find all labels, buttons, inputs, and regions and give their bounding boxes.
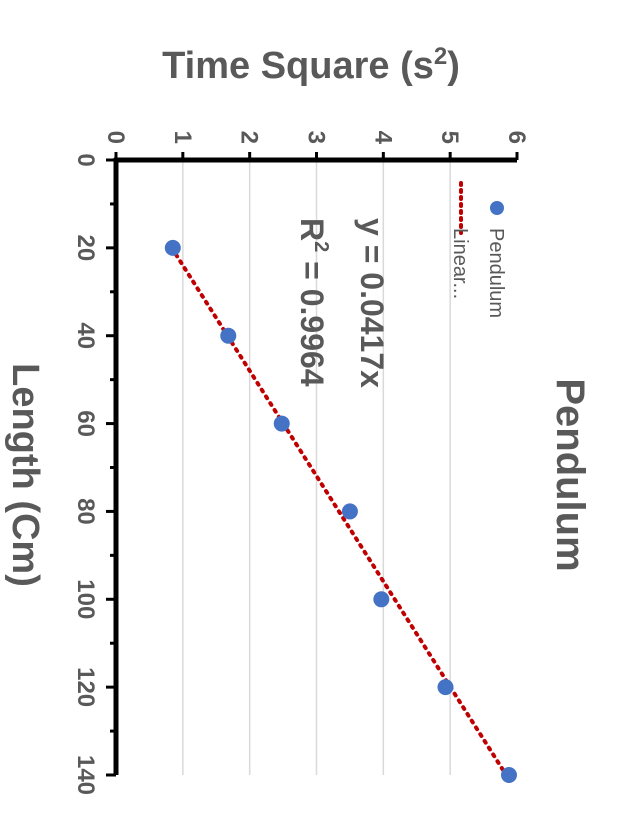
y-tick-label-6: 6 [503,131,530,144]
data-point-60 [273,415,290,432]
x-tick-label-140: 140 [72,755,99,795]
y-axis-title-group: Time Square (s2) [162,43,460,87]
data-point-120 [437,679,454,696]
data-point-80 [341,503,358,520]
x-tick-labels: 0 20 40 60 80 100 120 140 [72,153,99,795]
x-axis-title: Length (Cm) [4,363,46,587]
x-tick-label-40: 40 [72,322,99,349]
trendline-equation: y = 0.0417x [354,218,390,388]
legend-label-linear: Linear... [449,228,471,299]
chart-title: Pendulum [548,378,592,571]
y-tick-label-2: 2 [236,131,263,144]
y-tick-label-3: 3 [303,131,330,144]
y-tick-label-5: 5 [436,131,463,144]
legend-label-pendulum: Pendulum [485,228,507,318]
data-point-40 [220,327,237,344]
y-tick-label-1: 1 [169,131,196,144]
legend-marker-pendulum [490,201,504,215]
data-point-20 [164,239,181,256]
x-tick-label-80: 80 [72,498,99,525]
x-tick-label-60: 60 [72,410,99,437]
x-tick-label-100: 100 [72,579,99,619]
y-axis-title: Time Square (s2) [162,43,460,87]
data-point-140 [500,767,517,783]
x-tick-label-0: 0 [72,153,99,166]
trendline-linear [169,245,509,777]
trendline-layer [169,245,509,777]
chart-rotated-group: 0 20 40 60 80 100 120 140 0 1 2 3 4 5 6 Pendulum Leng… [4,43,592,795]
y-tick-label-4: 4 [369,131,396,145]
x-tick-label-120: 120 [72,667,99,707]
trendline-r-squared: R2 = 0.9964 [294,218,332,387]
y-tick-label-0: 0 [102,131,129,144]
x-tick-label-20: 20 [72,235,99,262]
data-points [164,239,517,783]
axes [106,152,519,777]
y-tick-labels: 0 1 2 3 4 5 6 [102,131,530,145]
data-point-100 [373,591,390,608]
legend: Pendulum Linear... [449,181,507,318]
gridlines [182,160,451,775]
